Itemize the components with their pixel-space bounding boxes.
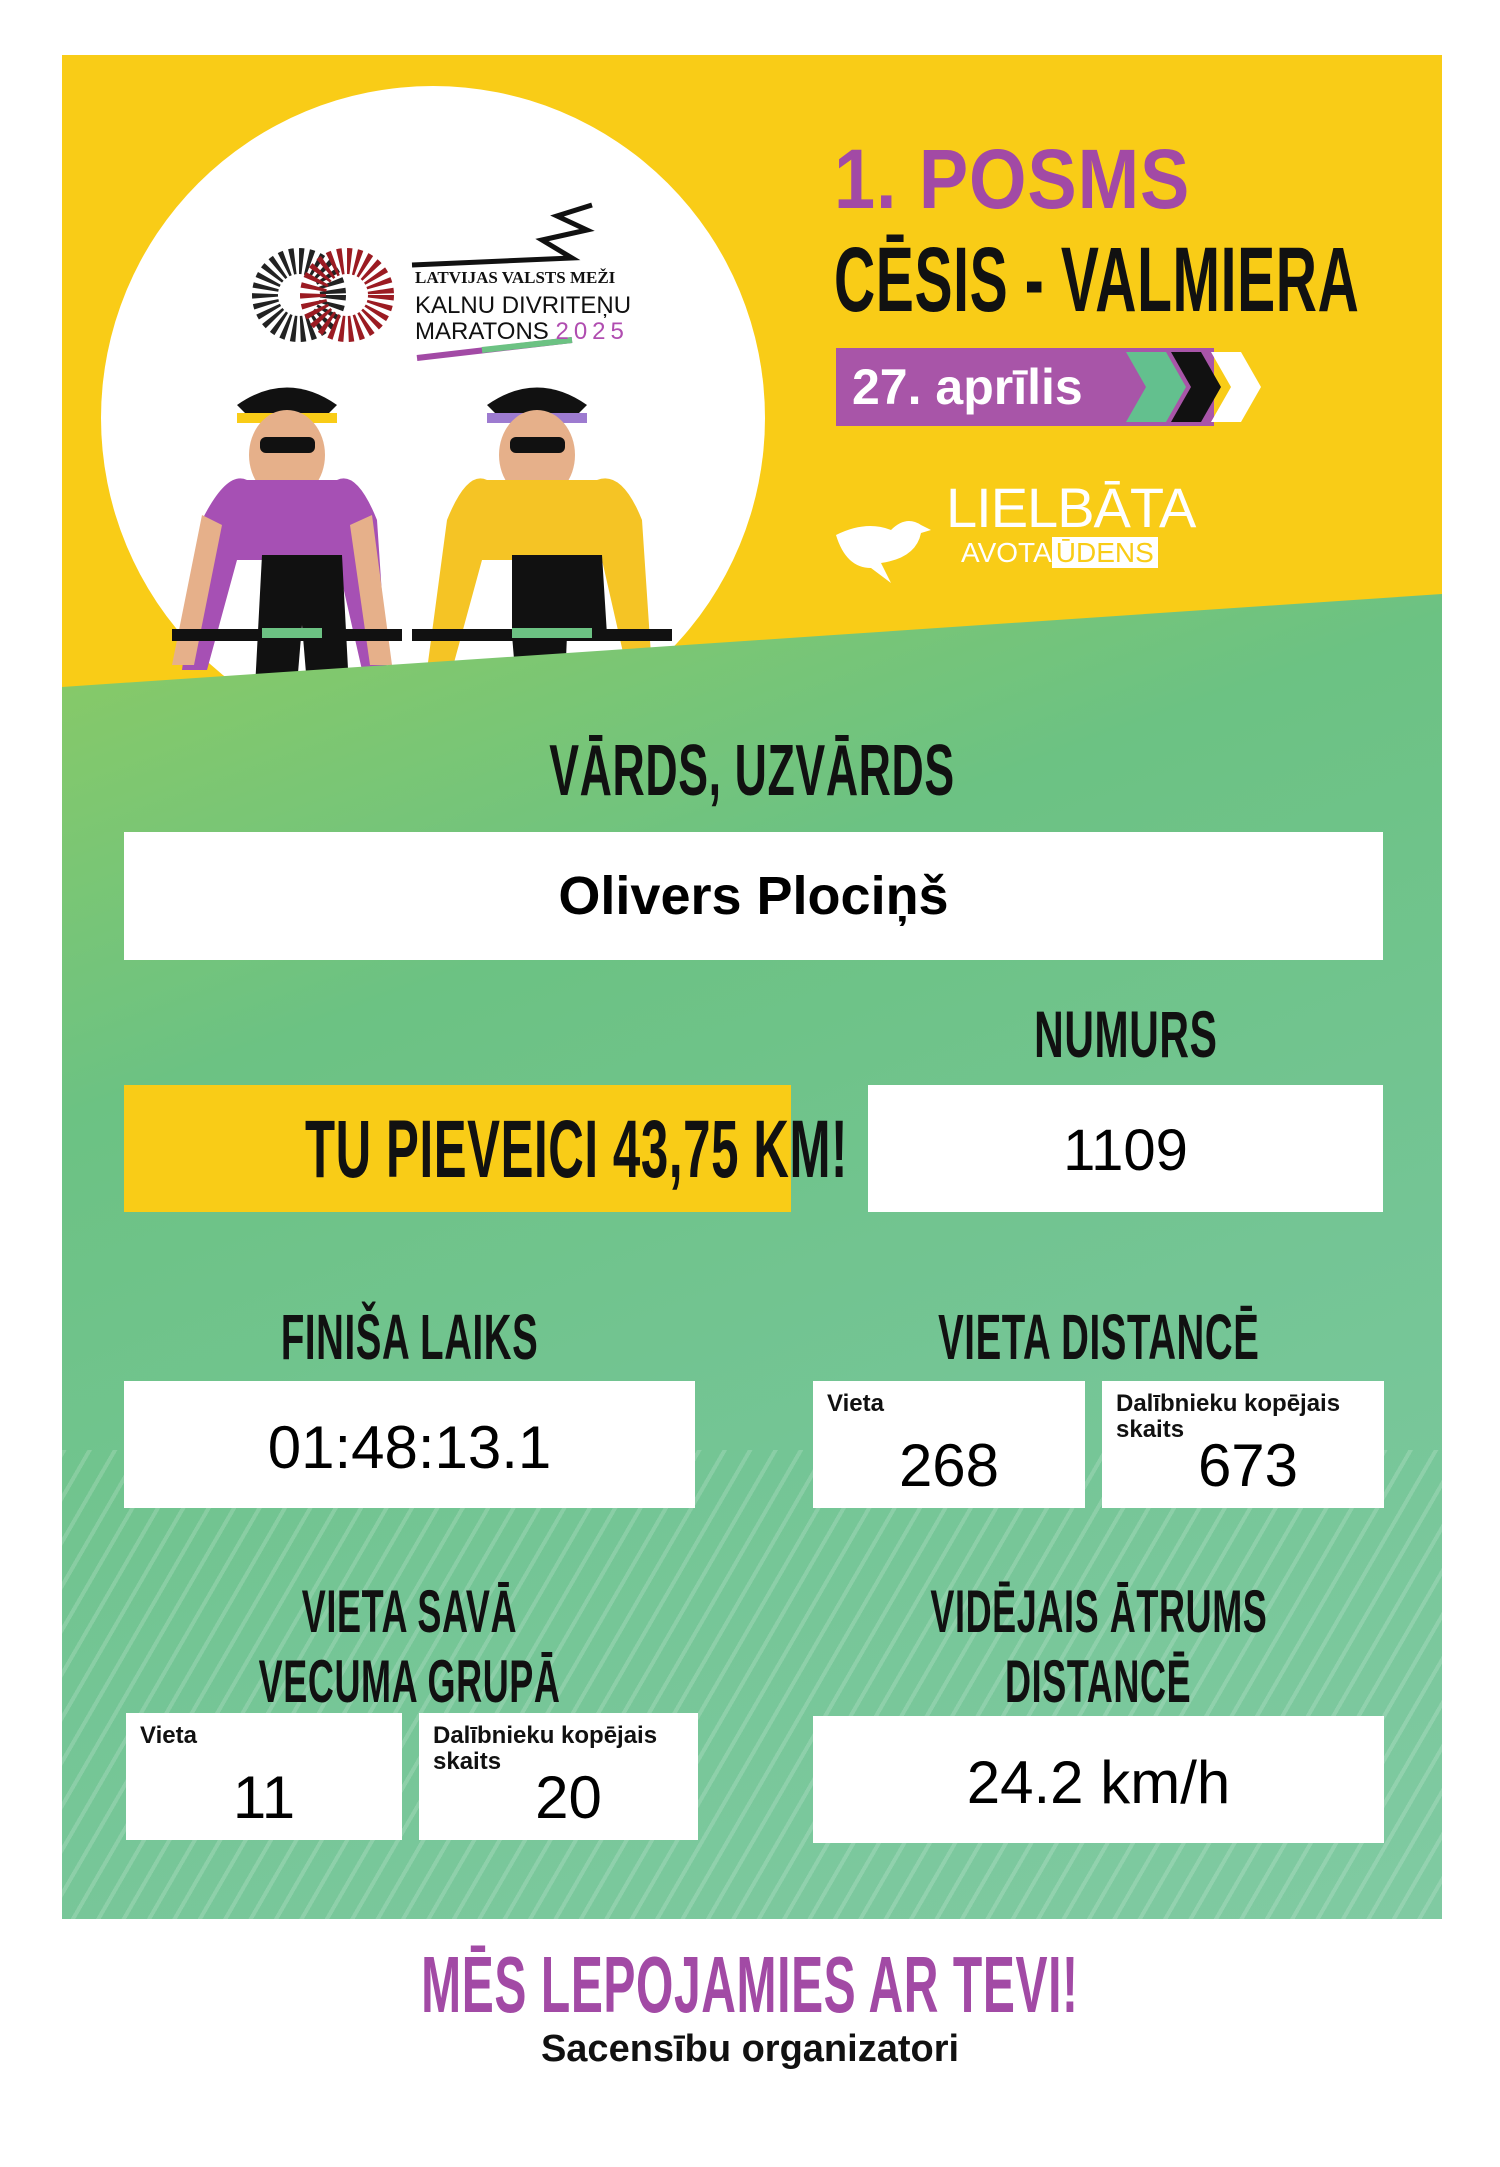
sponsor-line2: AVOTA ŪDENS [961,537,1158,569]
age-heading: VIETA SAVĀ VECUMA GRUPĀ [124,1578,695,1725]
age-total-box: Dalībnieku kopējais skaits 20 [419,1713,698,1840]
name-heading: VĀRDS, UZVĀRDS [62,735,1442,807]
age-label-2: VECUMA GRUPĀ [258,1648,561,1715]
finish-time: 01:48:13.1 [267,1414,552,1481]
overall-place-label: Vieta [827,1390,884,1417]
age-place-box: Vieta 11 [126,1713,402,1840]
overall-total: 673 [1197,1432,1299,1499]
footer-signature: Sacensību organizatori [540,2028,960,2070]
arrow-chevrons-icon [1126,352,1261,422]
speed-box: 24.2 km/h [813,1716,1384,1843]
route-label: CĒSIS - VALMIERA [834,229,1360,331]
speed-label-1: VIDĒJAIS ĀTRUMS [929,1578,1268,1645]
name-label: VĀRDS, UZVĀRDS [549,731,955,811]
sponsor-avota: AVOTA [961,537,1052,568]
number-box: 1109 [868,1085,1383,1212]
overall-label: VIETA DISTANCĒ [937,1301,1260,1373]
logo-line1: KALNU DIVRITEŅU [415,292,632,319]
slogan-text: MĒS LEPOJAMIES AR TEVI! [421,1940,1079,2029]
stage-title: 1. POSMS [834,132,1239,226]
participant-name: Olivers Plociņš [558,866,949,926]
age-label-1: VIETA SAVĀ [301,1578,518,1645]
age-total: 20 [535,1764,602,1831]
route-title: CĒSIS - VALMIERA [834,229,1442,331]
sponsor-udens: ŪDENS [1051,537,1158,568]
stage-label: 1. POSMS [834,132,1191,226]
logo-wheels-icon [252,202,595,361]
average-speed: 24.2 km/h [966,1749,1231,1816]
event-logo: LATVIJAS VALSTS MEŽI KALNU DIVRITEŅU MAR… [242,150,662,380]
logo-org: LATVIJAS VALSTS MEŽI [415,268,616,287]
certificate-card: LATVIJAS VALSTS MEŽI KALNU DIVRITEŅU MAR… [62,55,1442,1919]
sponsor-logo: LIELBĀTA AVOTA ŪDENS [836,475,1236,585]
overall-place: 268 [898,1432,1000,1499]
distance-banner: TU PIEVEICI 43,75 KM! [124,1085,847,1212]
bird-icon [836,521,931,583]
logo-maratons: MARATONS [415,318,549,345]
age-total-label: Dalībnieku kopējais skaits [433,1722,658,1775]
finish-heading: FINIŠA LAIKS [124,1305,695,1369]
name-box: Olivers Plociņš [124,832,1383,960]
participant-number: 1109 [1063,1118,1188,1183]
results-panel-background [62,594,1442,1919]
number-label: NUMURS [1033,997,1218,1071]
speed-label-2: DISTANCĒ [1005,1648,1192,1715]
overall-heading: VIETA DISTANCĒ [813,1305,1384,1369]
overall-total-box: Dalībnieku kopējais skaits 673 [1102,1381,1384,1508]
logo-line2: MARATONS 2025 [415,318,629,346]
speed-heading: VIDĒJAIS ĀTRUMS DISTANCĒ [813,1578,1384,1725]
age-place: 11 [232,1764,296,1831]
sponsor-line1: LIELBĀTA [946,476,1196,539]
tree-icon [411,202,595,268]
logo-year: 2025 [555,318,629,345]
overall-total-label: Dalībnieku kopējais skaits [1116,1390,1341,1443]
footer-slogan: MĒS LEPOJAMIES AR TEVI! [0,1945,1500,2025]
finish-box: 01:48:13.1 [124,1381,695,1508]
overall-place-box: Vieta 268 [813,1381,1085,1508]
distance-text: TU PIEVEICI 43,75 KM! [305,1104,849,1195]
finish-label: FINIŠA LAIKS [280,1301,539,1373]
age-place-label: Vieta [140,1722,197,1749]
date-badge: 27. aprīlis [836,348,1261,426]
date-label: 27. aprīlis [852,359,1083,415]
number-heading: NUMURS [868,1001,1383,1067]
